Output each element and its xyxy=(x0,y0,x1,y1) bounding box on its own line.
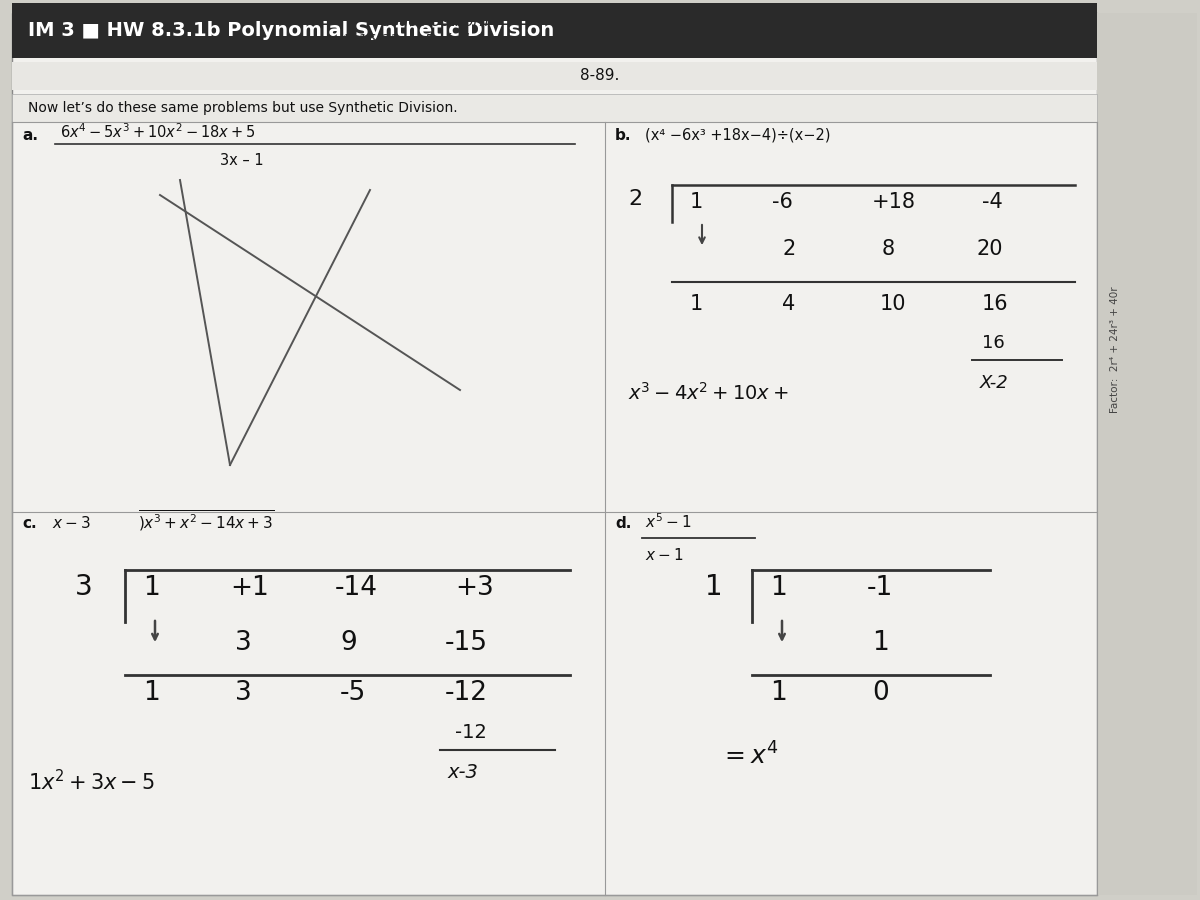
Text: +18: +18 xyxy=(872,192,916,212)
Bar xyxy=(12,3,1097,58)
Text: $x-3$: $x-3$ xyxy=(52,515,91,531)
Text: +3: +3 xyxy=(455,575,493,601)
Text: 3: 3 xyxy=(235,630,252,656)
Text: d.: d. xyxy=(616,516,631,531)
Text: 10: 10 xyxy=(880,294,906,314)
Text: 16: 16 xyxy=(982,334,1004,352)
Text: Coach Ostborn: Coach Ostborn xyxy=(380,14,488,29)
Text: a.: a. xyxy=(22,128,38,143)
Bar xyxy=(12,62,1097,90)
Text: c.: c. xyxy=(22,516,37,531)
Text: 3: 3 xyxy=(74,573,92,601)
Text: -12: -12 xyxy=(445,680,488,706)
Text: $= x^4$: $= x^4$ xyxy=(720,742,779,770)
Text: $1x^2 + 3x - 5$: $1x^2 + 3x - 5$ xyxy=(28,769,155,794)
Text: 8-89.: 8-89. xyxy=(581,68,619,84)
Text: x-3: x-3 xyxy=(448,763,478,782)
Text: 1: 1 xyxy=(143,575,160,601)
Text: Factor:  2r⁴ + 24r³ + 40r: Factor: 2r⁴ + 24r³ + 40r xyxy=(1110,287,1120,413)
Text: $\overline{)x^3+x^2-14x+3}$: $\overline{)x^3+x^2-14x+3}$ xyxy=(138,508,275,533)
Bar xyxy=(12,94,1097,122)
Text: 4- 16-21      Period 4: 4- 16-21 Period 4 xyxy=(340,33,482,47)
Text: $x - 1$: $x - 1$ xyxy=(646,547,683,563)
Text: Now let’s do these same problems but use Synthetic Division.: Now let’s do these same problems but use… xyxy=(28,101,457,115)
Text: (x⁴ −6x³ +18x−4)÷(x−2): (x⁴ −6x³ +18x−4)÷(x−2) xyxy=(646,128,830,143)
Text: 1: 1 xyxy=(143,680,160,706)
Text: 2: 2 xyxy=(628,189,642,209)
Text: $6x^4 - 5x^3 +10x^2 - 18x + 5$: $6x^4 - 5x^3 +10x^2 - 18x + 5$ xyxy=(60,122,256,141)
Text: 8: 8 xyxy=(882,239,895,259)
Text: -15: -15 xyxy=(445,630,488,656)
Text: -6: -6 xyxy=(772,192,793,212)
Text: 4: 4 xyxy=(782,294,796,314)
Text: IM 3 ■ HW 8.3.1b Polynomial Synthetic Division: IM 3 ■ HW 8.3.1b Polynomial Synthetic Di… xyxy=(28,21,554,40)
Text: 1: 1 xyxy=(690,294,703,314)
Text: 0: 0 xyxy=(872,680,889,706)
Text: 1: 1 xyxy=(706,573,722,601)
Text: 1: 1 xyxy=(770,575,787,601)
Text: 9: 9 xyxy=(340,630,356,656)
Text: 3x – 1: 3x – 1 xyxy=(220,153,264,168)
Text: -14: -14 xyxy=(335,575,378,601)
Text: X-2: X-2 xyxy=(980,374,1009,392)
Text: 1: 1 xyxy=(770,680,787,706)
Bar xyxy=(1097,13,1198,895)
Text: -1: -1 xyxy=(866,575,893,601)
Text: 2: 2 xyxy=(782,239,796,259)
Text: -5: -5 xyxy=(340,680,366,706)
Text: +1: +1 xyxy=(230,575,269,601)
Text: 1: 1 xyxy=(690,192,703,212)
Text: -12: -12 xyxy=(455,723,487,742)
Text: b.: b. xyxy=(616,128,631,143)
Text: $x^3 -4x^2 +10x +$: $x^3 -4x^2 +10x +$ xyxy=(628,382,788,404)
Text: $x^5 - 1$: $x^5 - 1$ xyxy=(646,512,691,531)
Text: -4: -4 xyxy=(982,192,1003,212)
Text: 20: 20 xyxy=(977,239,1003,259)
Text: 3: 3 xyxy=(235,680,252,706)
Text: 16: 16 xyxy=(982,294,1009,314)
Text: 1: 1 xyxy=(872,630,889,656)
